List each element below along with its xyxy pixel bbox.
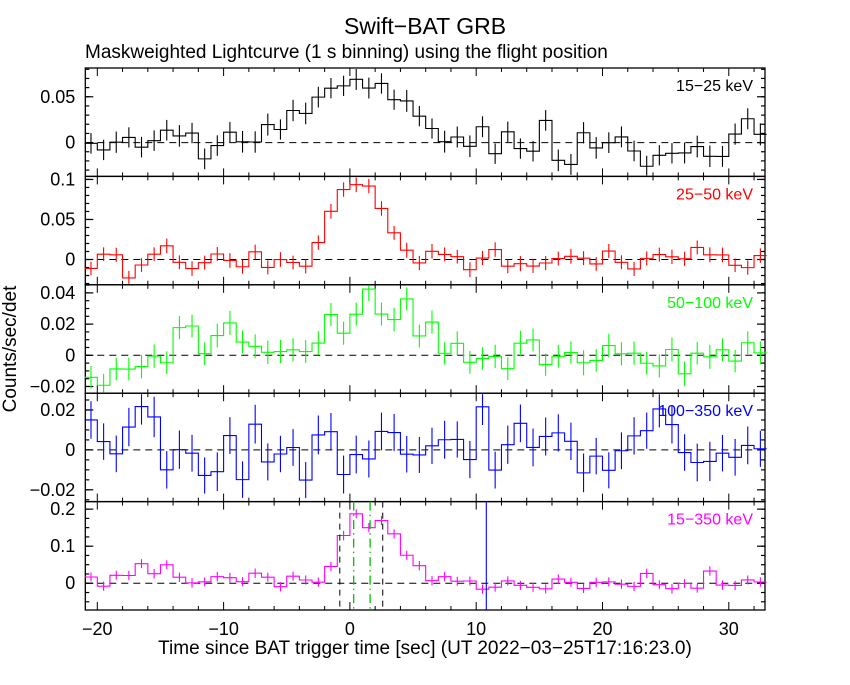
svg-text:0: 0 <box>65 440 75 460</box>
svg-text:0.1: 0.1 <box>50 536 75 556</box>
svg-text:0: 0 <box>345 619 355 639</box>
svg-text:0.2: 0.2 <box>50 499 75 519</box>
svg-text:Counts/sec/det: Counts/sec/det <box>0 285 21 412</box>
svg-text:30: 30 <box>719 619 739 639</box>
svg-text:0.05: 0.05 <box>40 209 75 229</box>
svg-text:15−25 keV: 15−25 keV <box>676 78 753 95</box>
svg-text:0: 0 <box>65 133 75 153</box>
svg-text:0.04: 0.04 <box>40 283 75 303</box>
svg-text:20: 20 <box>592 619 612 639</box>
svg-text:Maskweighted Lightcurve (1 s b: Maskweighted Lightcurve (1 s binning) us… <box>85 42 608 63</box>
svg-text:0.05: 0.05 <box>40 87 75 107</box>
svg-text:−0.02: −0.02 <box>30 480 76 500</box>
svg-text:−10: −10 <box>208 619 239 639</box>
svg-text:0: 0 <box>65 250 75 270</box>
svg-text:−0.02: −0.02 <box>30 376 76 396</box>
svg-text:Swift−BAT GRB: Swift−BAT GRB <box>344 13 506 39</box>
svg-text:−20: −20 <box>82 619 113 639</box>
svg-text:15−350 keV: 15−350 keV <box>667 512 753 529</box>
svg-text:25−50 keV: 25−50 keV <box>676 186 753 203</box>
svg-text:0.02: 0.02 <box>40 400 75 420</box>
svg-text:50−100 keV: 50−100 keV <box>667 295 753 312</box>
svg-text:0.1: 0.1 <box>50 169 75 189</box>
svg-text:0: 0 <box>65 345 75 365</box>
svg-text:0: 0 <box>65 573 75 593</box>
svg-text:0.02: 0.02 <box>40 314 75 334</box>
svg-text:10: 10 <box>466 619 486 639</box>
svg-text:Time since BAT trigger time [s: Time since BAT trigger time [sec] (UT 20… <box>158 638 692 659</box>
